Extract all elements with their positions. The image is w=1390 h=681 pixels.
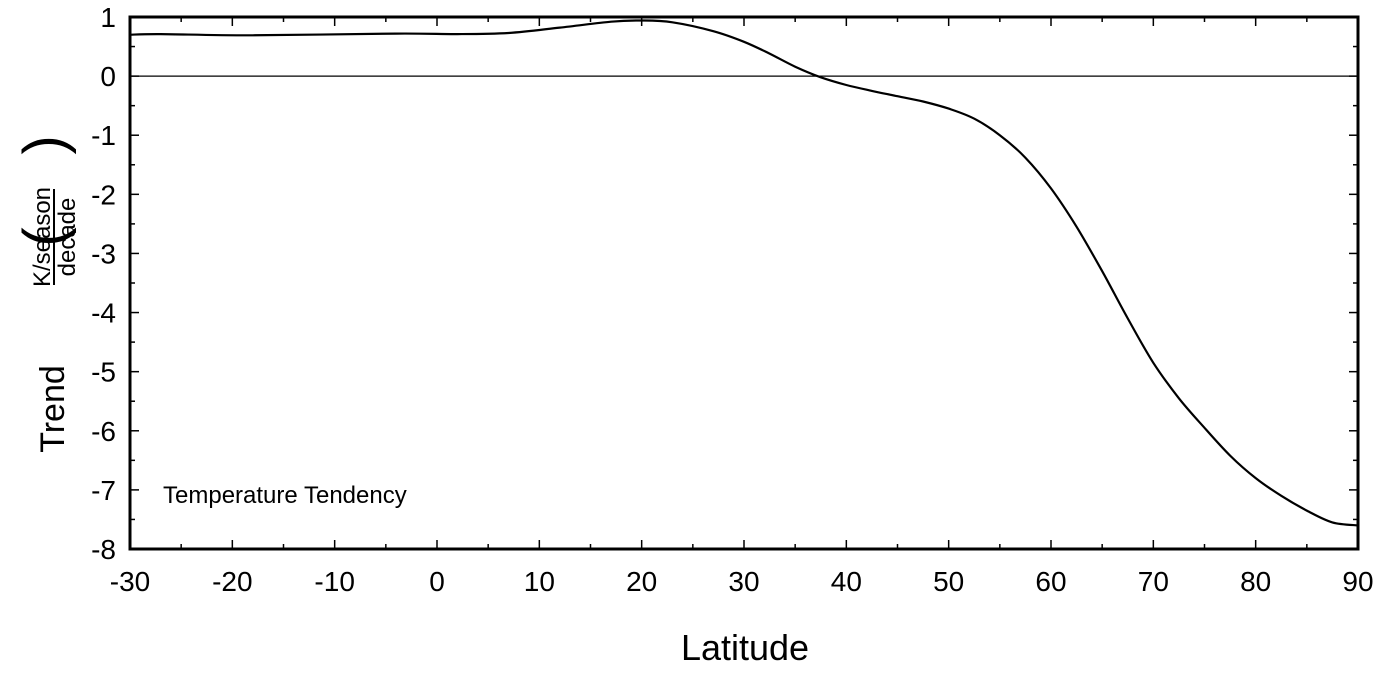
y-tick-label: 1 [100,2,116,33]
plot-frame [128,15,1360,551]
y-axis-label-numerator: K/season [29,187,56,287]
y-tick-labels: 1 0 -1 -2 -3 -4 -5 -6 -7 -8 [91,2,116,565]
y-tick-label: -8 [91,534,116,565]
axis-ticks [129,16,1359,550]
x-tick-label: -20 [212,566,252,597]
y-axis-label-prefix: Trend [34,365,72,453]
x-tick-label: 90 [1342,566,1373,597]
temperature-tendency-line [129,19,1359,527]
plot-annotation: Temperature Tendency [163,482,407,509]
x-tick-label: 80 [1240,566,1271,597]
y-tick-label: -2 [91,179,116,210]
y-axis-label-close-paren: ) [12,135,77,154]
x-tick-label: 0 [429,566,445,597]
x-tick-label: -10 [314,566,354,597]
x-tick-label: 30 [728,566,759,597]
y-tick-label: -1 [91,120,116,151]
x-tick-label: 10 [524,566,555,597]
x-tick-label: 70 [1138,566,1169,597]
y-tick-label: -4 [91,298,116,329]
y-tick-label: -3 [91,238,116,269]
x-tick-label: 50 [933,566,964,597]
x-tick-labels: -30 -20 -10 0 10 20 30 40 50 60 70 80 90 [110,566,1374,597]
y-axis-label-open-paren: ( [12,227,77,246]
y-tick-label: 0 [100,61,116,92]
x-axis-label: Latitude [681,627,809,668]
y-tick-label: -5 [91,357,116,388]
y-tick-label: -6 [91,416,116,447]
y-axis-label: Trend ( K/season decade ) [12,135,81,452]
x-tick-label: -30 [110,566,150,597]
x-tick-label: 20 [626,566,657,597]
x-tick-label: 40 [831,566,862,597]
y-tick-label: -7 [91,475,116,506]
y-axis-label-denominator: decade [54,198,81,277]
x-tick-label: 60 [1035,566,1066,597]
